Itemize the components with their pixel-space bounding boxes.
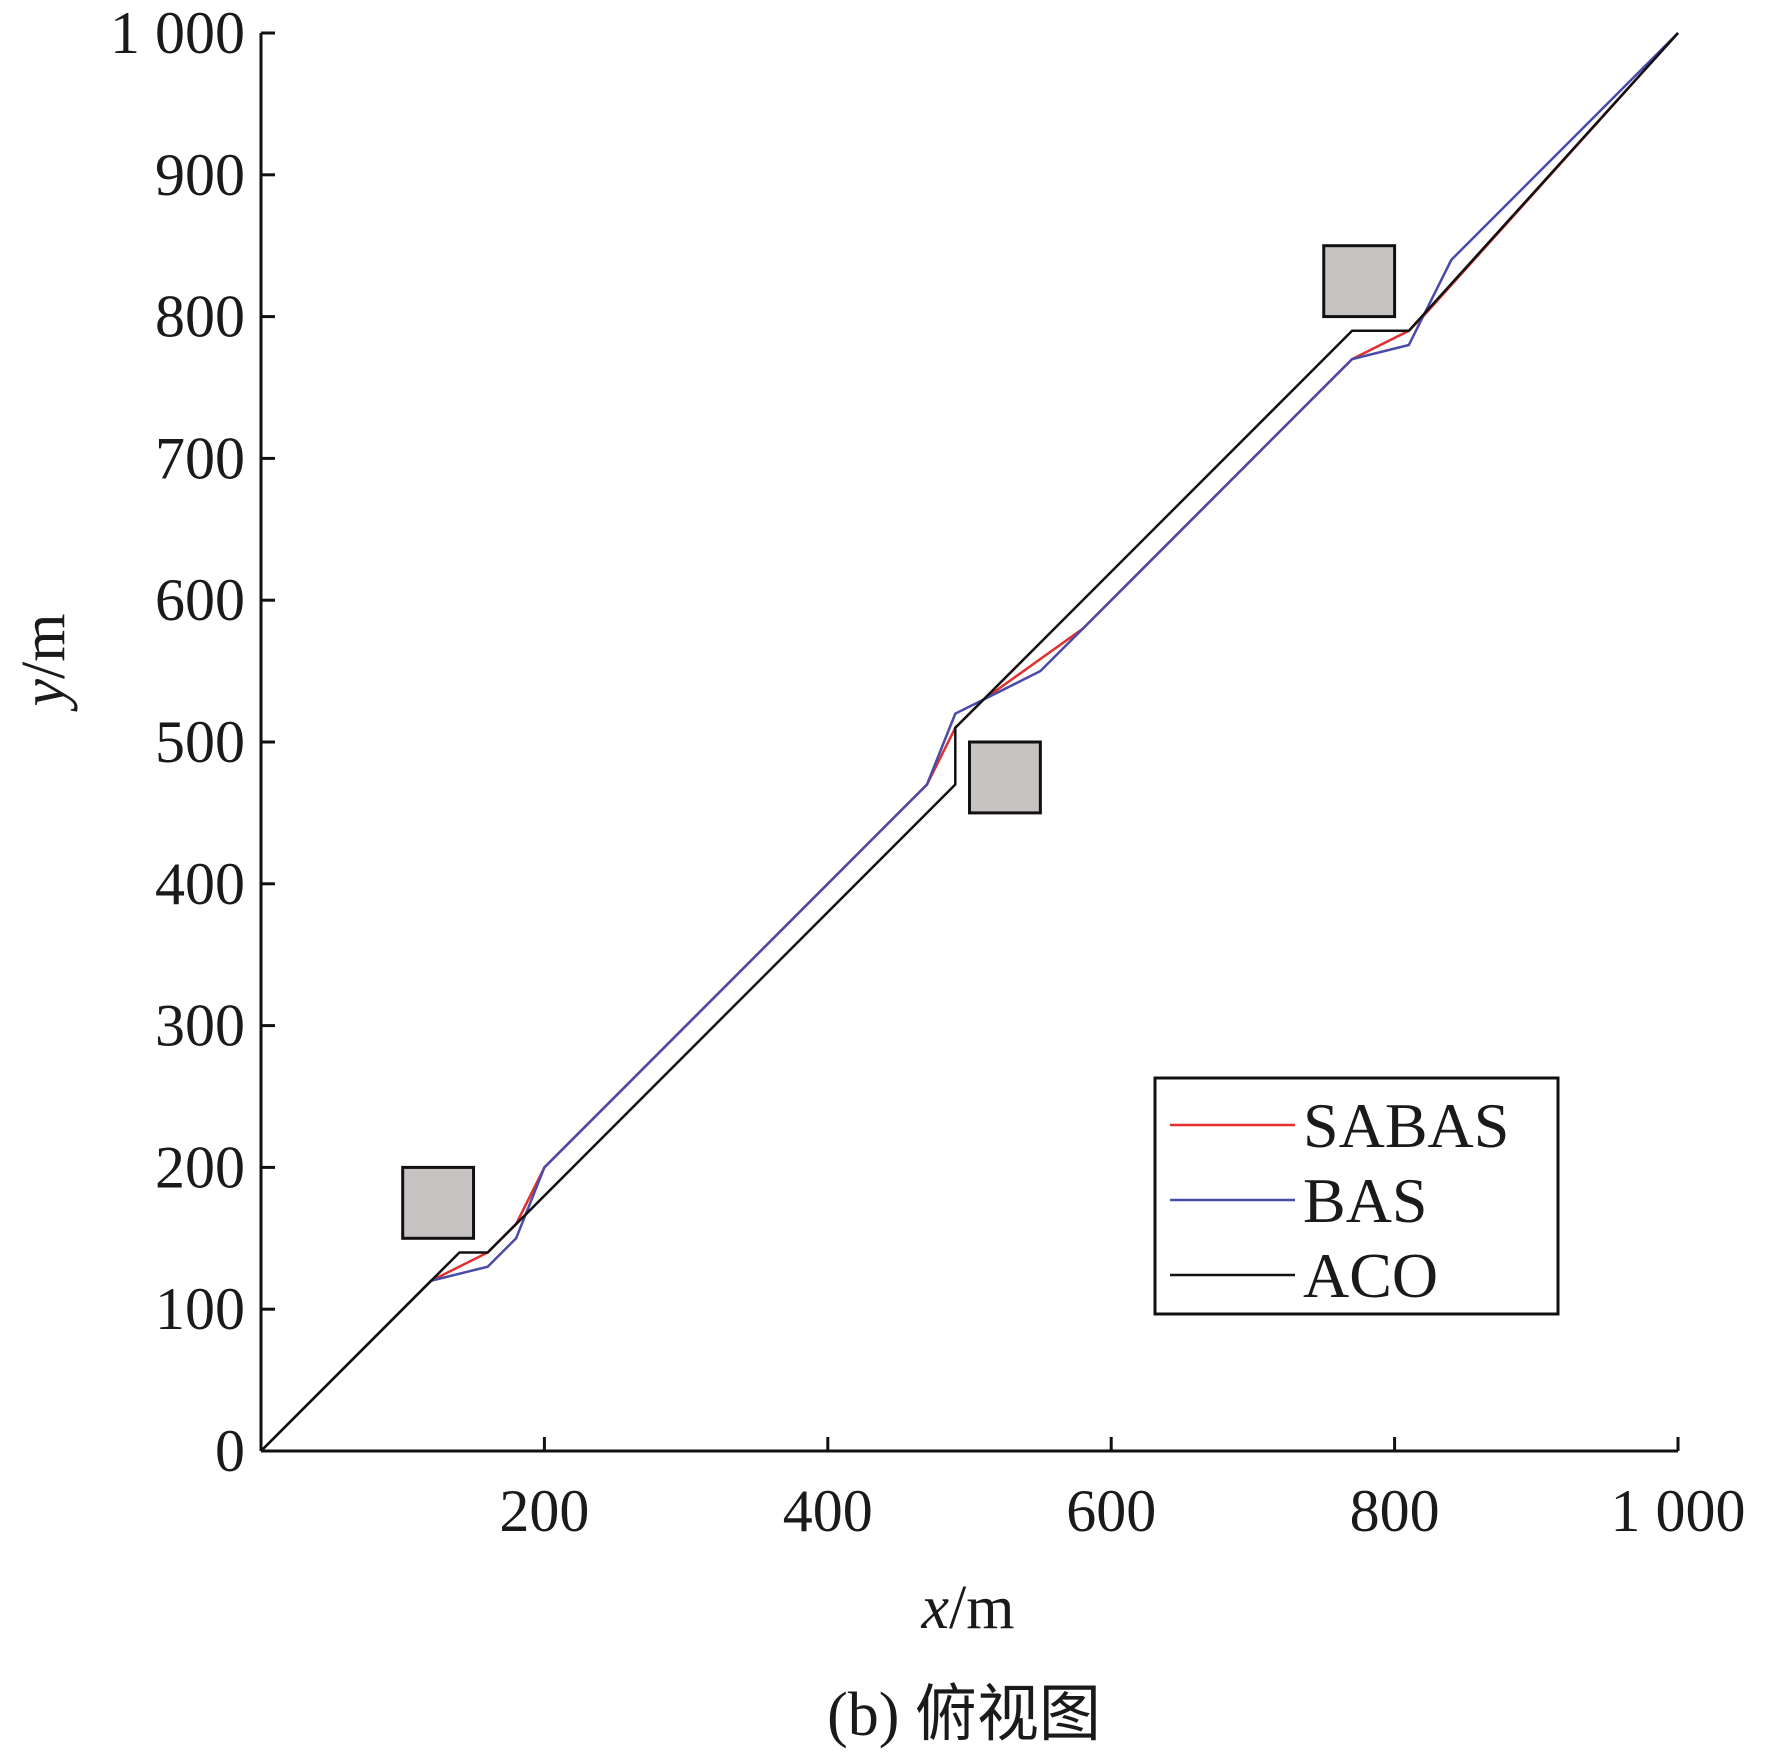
x-tick-label-200: 200 <box>499 1478 589 1544</box>
x-tick-label-400: 400 <box>783 1478 873 1544</box>
y-tick-label-100: 100 <box>155 1276 245 1342</box>
x-tick-label-1000: 1 000 <box>1611 1478 1746 1544</box>
legend-label-sabas: SABAS <box>1303 1090 1509 1161</box>
y-tick-label-400: 400 <box>155 851 245 917</box>
x-tick-label-800: 800 <box>1350 1478 1440 1544</box>
obstacle-1 <box>401 1165 476 1240</box>
y-tick-label-600: 600 <box>155 567 245 633</box>
legend-label-bas: BAS <box>1303 1165 1428 1236</box>
series-line-aco <box>260 32 1679 1452</box>
y-tick-label-1000: 1 000 <box>110 0 245 66</box>
series-layer <box>260 32 1679 1452</box>
y-tick-label-800: 800 <box>155 284 245 350</box>
y-tick-label-500: 500 <box>155 709 245 775</box>
obstacle-layer <box>401 244 1397 1240</box>
y-tick-label-200: 200 <box>155 1134 245 1200</box>
legend-label-aco: ACO <box>1303 1240 1438 1311</box>
series-line-bas <box>260 32 1679 1452</box>
y-tick-label-700: 700 <box>155 425 245 491</box>
x-axis-label: x/m <box>921 1574 1015 1642</box>
caption: (b) 俯视图 <box>827 1681 1101 1749</box>
x-tick-label-600: 600 <box>1066 1478 1156 1544</box>
y-axis-label: y/m <box>10 614 78 713</box>
y-tick-label-0: 0 <box>215 1418 245 1484</box>
ticks-layer: 0 100 200 300 400 500 600 700 800 900 1 000 200 400 6… <box>110 0 1746 1544</box>
y-tick-label-300: 300 <box>155 993 245 1059</box>
obstacle-3 <box>1322 244 1397 319</box>
y-tick-label-900: 900 <box>155 142 245 208</box>
obstacle-2 <box>968 740 1042 815</box>
